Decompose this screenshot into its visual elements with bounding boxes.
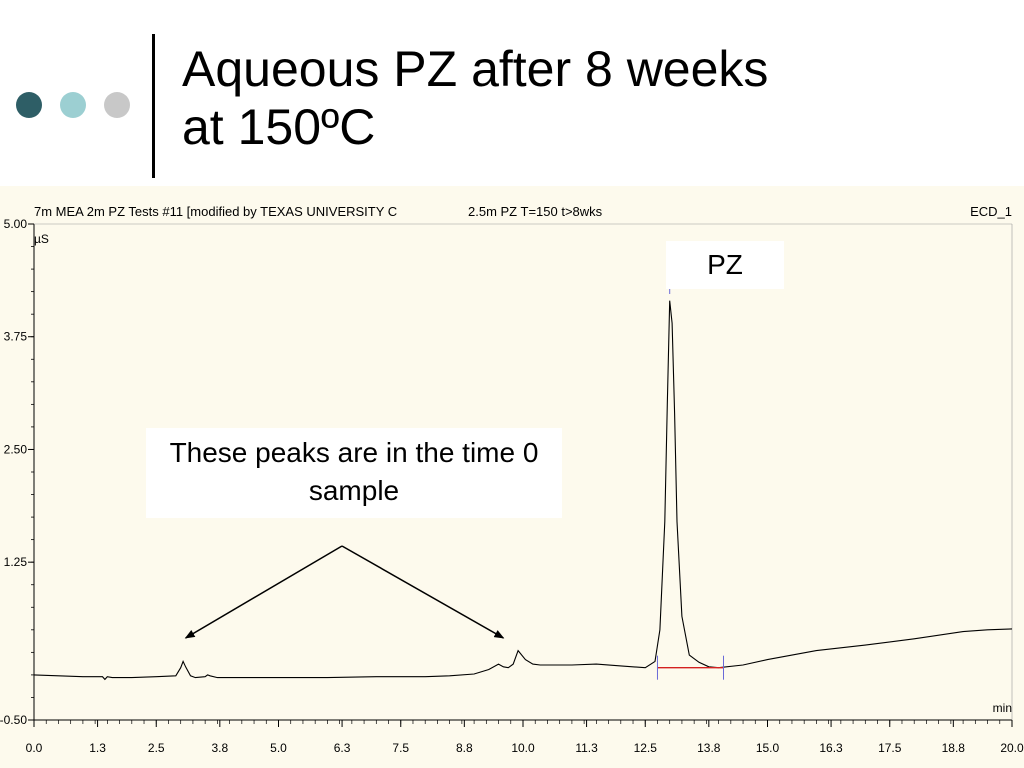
x-tick-label: 0.0 bbox=[26, 741, 43, 755]
annotation-arrow bbox=[341, 545, 505, 639]
y-axis-unit-label: µS bbox=[34, 232, 49, 246]
slide-title-line-1: Aqueous PZ after 8 weeks bbox=[182, 41, 769, 97]
x-tick-label: 8.8 bbox=[456, 741, 473, 755]
x-tick-label: 5.0 bbox=[270, 741, 287, 755]
title-divider bbox=[152, 34, 155, 178]
x-tick-label: 2.5 bbox=[148, 741, 165, 755]
chromatogram-panel: 7m MEA 2m PZ Tests #11 [modified by TEXA… bbox=[0, 186, 1024, 768]
slide-title: Aqueous PZ after 8 weeks at 150ºC bbox=[182, 40, 1002, 156]
x-axis-unit-label: min bbox=[993, 701, 1012, 715]
chromatogram-chart: 7m MEA 2m PZ Tests #11 [modified by TEXA… bbox=[0, 204, 1024, 755]
x-tick-label: 12.5 bbox=[634, 741, 658, 755]
x-tick-label: 20.0 bbox=[1000, 741, 1024, 755]
chart-header-right: ECD_1 bbox=[970, 204, 1012, 219]
x-tick-label: 1.3 bbox=[89, 741, 106, 755]
annotation-arrows bbox=[184, 545, 505, 639]
chart-header-center: 2.5m PZ T=150 t>8wks bbox=[468, 204, 603, 219]
time-zero-peaks-note: These peaks are in the time 0 sample bbox=[146, 428, 562, 518]
slide-bullet-dots bbox=[16, 92, 136, 122]
slide-title-line-2: at 150ºC bbox=[182, 99, 376, 155]
chromatogram-trace-0 bbox=[33, 300, 1013, 681]
x-tick-label: 3.8 bbox=[211, 741, 228, 755]
x-tick-label: 11.3 bbox=[575, 741, 598, 755]
x-tick-label: 6.3 bbox=[334, 741, 351, 755]
chart-header-left: 7m MEA 2m PZ Tests #11 [modified by TEXA… bbox=[34, 204, 397, 219]
pz-peak-label: PZ bbox=[666, 241, 784, 289]
axes-layer: 5.00 3.75 2.50 1.25 -0.50 0.0 1.3 2.5 3.8 5.0 6.3 7… bbox=[0, 217, 1024, 755]
x-tick-label: 18.8 bbox=[942, 741, 966, 755]
x-tick-label: 10.0 bbox=[511, 741, 535, 755]
y-tick-label: 2.50 bbox=[4, 442, 28, 456]
grey-dot bbox=[104, 92, 130, 118]
annotation-arrow bbox=[184, 545, 343, 639]
dark-teal-dot bbox=[16, 92, 42, 118]
x-tick-label: 15.0 bbox=[756, 741, 780, 755]
x-tick-label: 17.5 bbox=[878, 741, 902, 755]
y-tick-label: 3.75 bbox=[4, 330, 28, 344]
x-tick-label: 13.8 bbox=[697, 741, 721, 755]
x-tick-label: 7.5 bbox=[392, 741, 409, 755]
y-tick-label: 1.25 bbox=[4, 555, 28, 569]
data-layer bbox=[33, 282, 1013, 681]
y-tick-label: -0.50 bbox=[0, 713, 27, 727]
light-teal-dot bbox=[60, 92, 86, 118]
x-tick-label: 16.3 bbox=[819, 741, 843, 755]
y-tick-label: 5.00 bbox=[4, 217, 28, 231]
